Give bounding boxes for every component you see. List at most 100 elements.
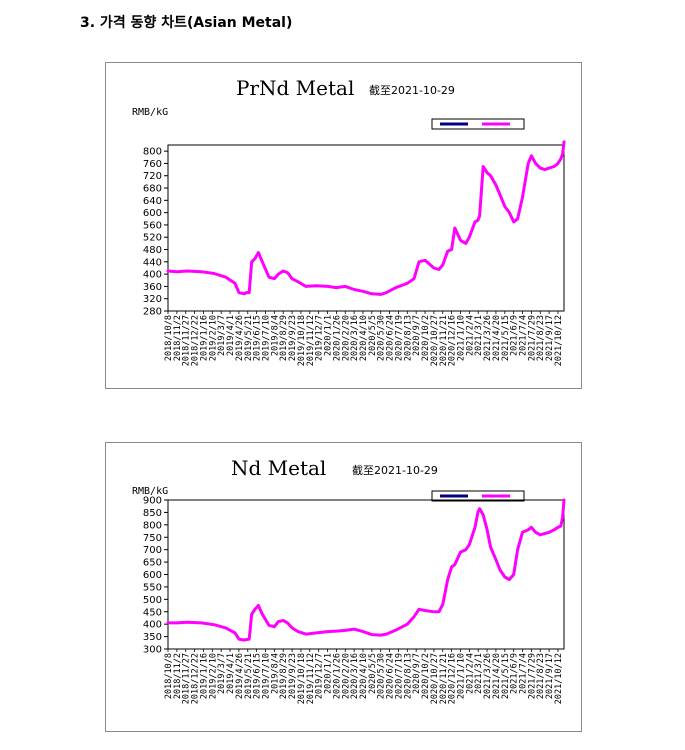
x-tick-label: 2019/4/26 <box>235 315 245 361</box>
x-tick-label: 2021/4/20 <box>492 653 502 699</box>
x-tick-label: 2019/8/29 <box>279 653 289 699</box>
x-tick-label: 2020/5/30 <box>377 315 387 361</box>
x-tick-label: 2019/12/7 <box>315 653 325 699</box>
y-tick-label: 650 <box>143 558 162 569</box>
y-tick-label: 300 <box>143 645 162 656</box>
x-tick-label: 2020/3/16 <box>350 315 360 361</box>
y-tick-label: 900 <box>143 496 162 507</box>
x-tick-label: 2020/2/20 <box>341 653 351 699</box>
x-tick-label: 2020/8/13 <box>403 315 413 361</box>
y-tick-label: 720 <box>143 171 162 182</box>
x-tick-label: 2020/12/16 <box>448 653 458 704</box>
y-tick-label: 800 <box>143 520 162 531</box>
y-tick-label: 680 <box>143 184 162 195</box>
y-tick-label: 760 <box>143 159 162 170</box>
nd-chart-panel: Nd Metal 截至2021-10-29 RMB/kG 300 350 400 45… <box>105 442 582 732</box>
x-tick-label: 2019/12/7 <box>315 315 325 361</box>
x-tick-label: 2020/12/16 <box>448 315 458 366</box>
x-tick-label: 2021/2/4 <box>465 315 475 356</box>
x-tick-label: 2020/10/2 <box>421 315 431 361</box>
x-tick-label: 2020/6/24 <box>386 653 396 699</box>
y-tick-label: 480 <box>143 245 162 256</box>
section-heading: 3. 가격 동향 차트(Asian Metal) <box>80 15 293 31</box>
x-tick-label: 2021/1/10 <box>456 315 466 361</box>
x-tick-label: 2021/8/23 <box>536 315 546 361</box>
x-tick-label: 2020/8/13 <box>403 653 413 699</box>
x-tick-label: 2018/10/8 <box>164 315 174 361</box>
x-tick-label: 2021/9/17 <box>545 315 555 361</box>
y-tick-label: 560 <box>143 220 162 231</box>
y-tick-label: 350 <box>143 632 162 643</box>
x-tick-label: 2018/11/27 <box>182 315 192 366</box>
x-tick-label: 2019/8/29 <box>279 315 289 361</box>
x-tick-label: 2019/11/12 <box>306 653 316 704</box>
x-tick-label: 2019/3/7 <box>217 315 227 356</box>
y-tick-label: 360 <box>143 282 162 293</box>
legend-box <box>431 490 525 502</box>
x-tick-label: 2021/5/15 <box>501 315 511 361</box>
y-axis-unit: RMB/kG <box>132 107 168 118</box>
x-tick-label: 2020/4/10 <box>359 315 369 361</box>
x-tick-label: 2019/3/7 <box>217 653 227 694</box>
x-tick-label: 2020/9/7 <box>412 315 422 356</box>
y-tick-label: 640 <box>143 196 162 207</box>
chart-legend <box>431 118 525 130</box>
y-tick-label: 600 <box>143 208 162 219</box>
chart-title: PrNd Metal <box>236 76 354 100</box>
x-tick-label: 2021/2/4 <box>465 653 475 694</box>
x-tick-label: 2020/2/20 <box>341 315 351 361</box>
x-tick-label: 2019/2/10 <box>208 315 218 361</box>
y-tick-label: 450 <box>143 607 162 618</box>
x-tick-label: 2021/3/1 <box>474 653 484 694</box>
x-tick-label: 2021/5/15 <box>501 653 511 699</box>
y-tick-label: 750 <box>143 533 162 544</box>
x-tick-label: 2019/4/1 <box>226 315 236 356</box>
chart-legend <box>431 490 525 502</box>
x-tick-label: 2019/9/23 <box>288 315 298 361</box>
x-tick-label: 2021/3/1 <box>474 315 484 356</box>
plot-area <box>166 498 566 650</box>
x-tick-label: 2021/10/12 <box>554 315 564 366</box>
chart-date-note: 截至2021-10-29 <box>352 463 438 477</box>
x-tick-label: 2021/7/29 <box>527 653 537 699</box>
x-tick-label: 2021/8/23 <box>536 653 546 699</box>
x-tick-label: 2019/6/15 <box>253 315 263 361</box>
x-tick-label: 2021/6/9 <box>510 315 520 356</box>
x-tick-label: 2020/10/27 <box>430 653 440 704</box>
x-tick-label: 2020/1/1 <box>324 315 334 356</box>
x-tick-label: 2021/7/4 <box>519 653 529 694</box>
x-tick-label: 2021/7/4 <box>519 315 529 356</box>
x-tick-label: 2020/1/26 <box>332 653 342 699</box>
x-tick-label: 2019/10/18 <box>297 653 307 704</box>
y-tick-label: 520 <box>143 233 162 244</box>
series-line <box>166 498 566 642</box>
x-tick-label: 2019/10/18 <box>297 315 307 366</box>
x-tick-label: 2021/4/20 <box>492 315 502 361</box>
x-axis: 2018/10/82018/11/22018/11/272018/12/2220… <box>164 311 564 366</box>
x-tick-label: 2019/6/15 <box>253 653 263 699</box>
y-tick-label: 700 <box>143 545 162 556</box>
x-tick-label: 2020/10/2 <box>421 653 431 699</box>
x-tick-label: 2020/11/21 <box>439 653 449 704</box>
x-tick-label: 2018/11/27 <box>182 653 192 704</box>
legend-box <box>431 118 525 130</box>
x-tick-label: 2018/11/2 <box>173 315 183 361</box>
x-tick-label: 2021/7/29 <box>527 315 537 361</box>
x-tick-label: 2021/9/17 <box>545 653 555 699</box>
x-tick-label: 2018/12/22 <box>191 653 201 704</box>
x-tick-label: 2020/10/27 <box>430 315 440 366</box>
x-tick-label: 2021/3/26 <box>483 315 493 361</box>
plot-border <box>167 499 565 650</box>
x-tick-label: 2021/6/9 <box>510 653 520 694</box>
y-axis-unit: RMB/kG <box>132 486 168 497</box>
plot-area <box>166 140 566 312</box>
x-tick-label: 2019/8/4 <box>270 653 280 694</box>
x-tick-label: 2019/1/16 <box>199 315 209 361</box>
x-tick-label: 2019/2/10 <box>208 653 218 699</box>
x-tick-label: 2019/7/10 <box>261 315 271 361</box>
x-tick-label: 2019/7/10 <box>261 653 271 699</box>
x-tick-label: 2021/1/10 <box>456 653 466 699</box>
x-tick-label: 2019/4/26 <box>235 653 245 699</box>
